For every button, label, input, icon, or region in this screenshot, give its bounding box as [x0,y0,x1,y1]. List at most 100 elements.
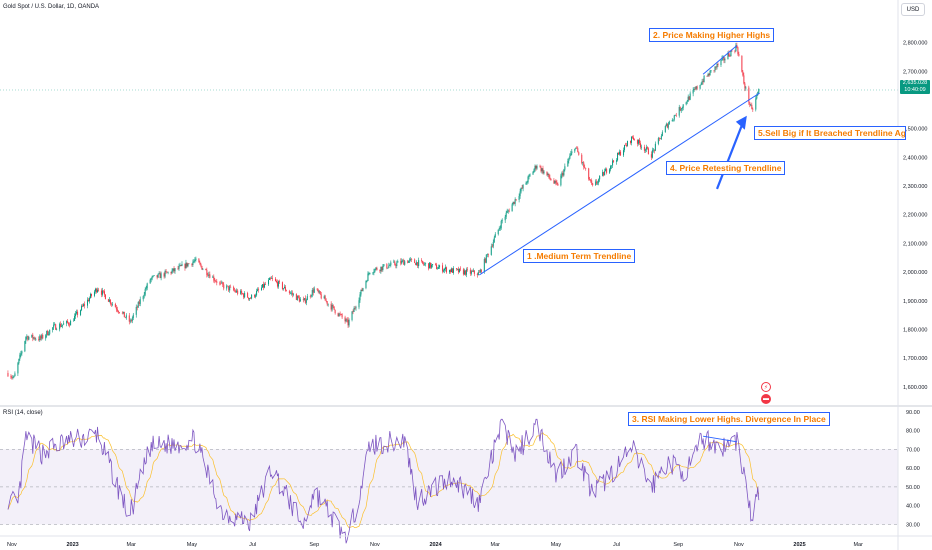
candle-body [206,270,208,276]
candle-body [567,160,569,167]
candle-body [33,337,35,339]
candle-body [84,304,86,306]
candle-body [243,294,245,298]
candle-body [618,153,620,155]
annotation-higher-highs[interactable]: 2. Price Making Higher Highs [649,28,775,42]
candle-body [525,182,527,185]
candle-body [27,336,29,340]
candle-body [548,173,550,178]
candle-body [348,319,350,326]
candle-body [678,107,680,116]
candle-body [163,273,165,277]
candle-body [456,268,458,270]
candle-body [261,287,263,291]
candle-body [109,299,111,304]
candle-body [221,282,223,284]
candle-body [417,262,419,267]
candle-body [583,162,585,167]
candle-body [352,311,354,313]
candle-body [695,86,697,89]
time-tick-label: Nov [370,542,380,548]
annotation-retesting-trendline[interactable]: 4. Price Retesting Trendline [666,161,786,175]
candle-body [654,143,656,151]
candle-body [724,59,726,61]
candle-body [170,272,172,274]
candle-body [617,153,619,161]
candle-body [571,151,573,154]
candle-body [598,179,600,183]
candle-body [478,272,480,273]
candle-body [546,171,548,175]
time-tick-label: Nov [734,542,744,548]
candle-body [361,289,363,291]
candle-body [486,254,488,255]
candle-body [188,263,190,265]
candle-body [479,269,481,273]
price-tick-label: 2,800.000 [903,41,927,47]
candle-body [741,55,743,72]
candle-body [674,115,676,116]
rsi-indicator-label[interactable]: RSI (14, close) [3,410,43,416]
candle-body [150,278,152,280]
candle-body [311,289,313,296]
annotation-sell-on-breach[interactable]: 5.Sell Big if It Breached Trendline Aga [754,126,906,140]
candle-body [52,327,54,330]
candle-body [366,280,368,282]
candle-body [597,182,599,184]
candle-body [709,71,711,76]
candle-body [12,377,14,378]
currency-button[interactable]: USD [901,3,925,16]
candle-body [700,84,702,86]
flag-icon[interactable]: ▬ [761,394,771,404]
candle-body [686,101,688,103]
candle-body [409,259,411,261]
candle-body [661,132,663,137]
candle-body [653,149,655,151]
candle-body [582,162,584,164]
candle-body [706,75,708,77]
candle-body [369,272,371,274]
candle-body [501,220,503,222]
rsi-line [7,418,760,544]
candle-body [193,261,195,262]
candle-body [473,270,475,274]
annotation-rsi-divergence[interactable]: 3. RSI Making Lower Highs. Divergence In… [628,412,830,426]
candle-body [208,274,210,276]
candle-body [480,269,482,272]
candle-body [101,290,103,295]
candle-body [416,262,418,266]
trendline-overlays[interactable] [479,45,761,443]
candle-body [533,169,535,172]
candle-body [276,282,278,287]
candle-body [325,300,327,302]
candle-body [90,293,92,296]
candle-body [543,171,545,174]
candle-body [19,354,21,359]
candle-body [338,313,340,316]
candle-body [652,149,654,151]
rsi-tick-label: 70.00 [906,447,920,453]
candle-body [138,302,140,304]
candle-body [199,262,201,264]
candle-body [262,284,264,288]
price-pane[interactable] [0,42,898,380]
annotation-medium-term-trendline[interactable]: 1 .Medium Term Trendline [523,249,636,263]
candle-body [362,288,364,291]
candle-body [756,95,758,99]
candle-body [638,139,640,144]
candle-body [186,262,188,267]
candle-body [95,288,97,293]
candle-body [96,289,98,293]
candle-body [596,181,598,184]
candle-body [7,373,9,377]
time-tick-label: Nov [7,542,17,548]
candle-body [83,304,85,307]
candle-body [630,136,632,143]
last-price-badge: 2,635.028 10:40:09 [900,80,930,94]
price-tick-label: 1,800.000 [903,327,927,333]
candle-body [178,265,180,269]
lightning-icon[interactable]: ⚡ [761,382,771,392]
candle-body [288,291,290,293]
rsi-pane[interactable] [0,418,898,544]
